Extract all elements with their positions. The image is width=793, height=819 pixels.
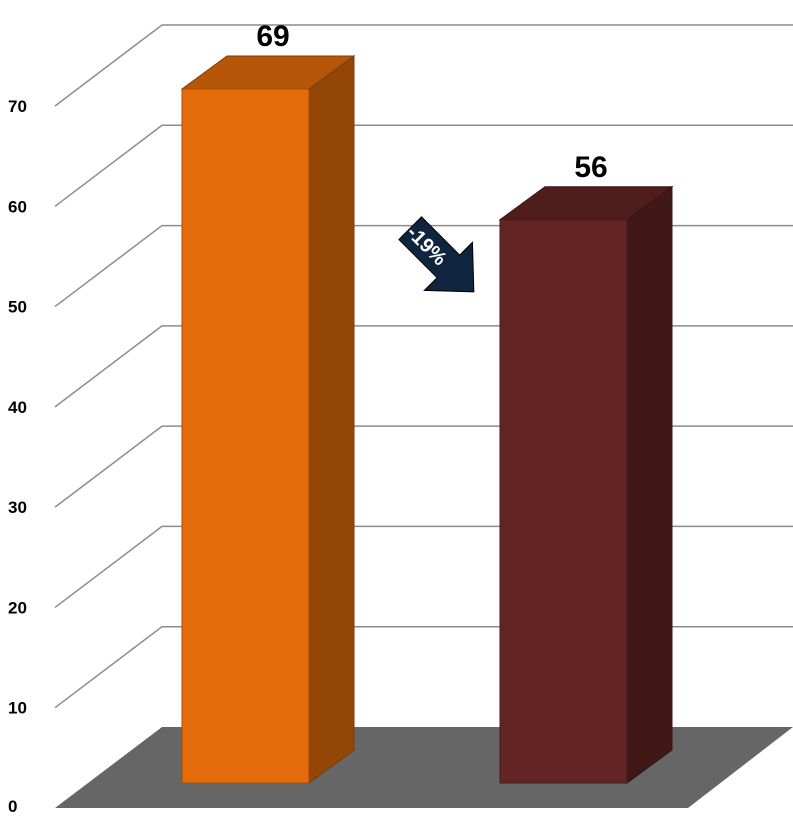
gridline bbox=[54, 24, 793, 107]
gridline bbox=[54, 425, 793, 508]
data-label: 69 bbox=[256, 20, 289, 53]
gridline bbox=[54, 525, 793, 609]
change-annotation: -19% bbox=[398, 216, 475, 293]
down-right-arrow-shape bbox=[398, 216, 475, 293]
bars bbox=[180, 55, 674, 784]
y-tick-label: 60 bbox=[8, 197, 27, 216]
bar-side-face bbox=[626, 185, 673, 784]
bar-side-face bbox=[308, 55, 355, 784]
y-tick-label: 20 bbox=[8, 598, 27, 617]
bar-1 bbox=[180, 55, 356, 784]
arrow-icon: -19% bbox=[398, 216, 475, 293]
bar-front-face bbox=[181, 88, 310, 784]
y-tick-label: 10 bbox=[8, 699, 27, 718]
y-tick-label: 30 bbox=[8, 498, 27, 517]
floor-plane bbox=[55, 727, 793, 808]
y-axis-ticks: 0 10 20 30 40 50 60 70 bbox=[8, 97, 27, 816]
gridline bbox=[54, 124, 793, 207]
bar-front-face bbox=[499, 219, 628, 784]
gridline bbox=[54, 625, 793, 709]
y-tick-label: 40 bbox=[8, 398, 27, 417]
y-tick-label: 50 bbox=[8, 298, 27, 317]
gridline bbox=[54, 325, 793, 408]
bar-2 bbox=[498, 185, 674, 784]
data-labels: 69 56 bbox=[256, 20, 607, 184]
y-tick-label: 70 bbox=[8, 97, 27, 116]
gridlines bbox=[54, 24, 793, 709]
chart-floor bbox=[55, 727, 793, 808]
y-tick-label: 0 bbox=[8, 797, 17, 816]
data-label: 56 bbox=[574, 151, 607, 184]
